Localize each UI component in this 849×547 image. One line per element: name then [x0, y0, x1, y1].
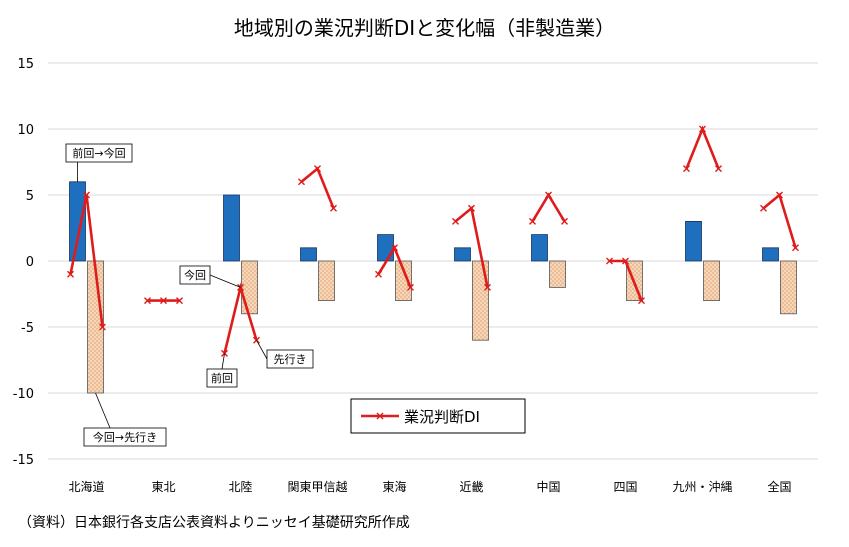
y-axis-ticks: 15 10 5 0 -5 -10 -15 — [13, 57, 34, 468]
line-point-marker — [452, 217, 459, 225]
category-label: 全国 — [767, 479, 791, 494]
line-point-marker — [160, 297, 167, 305]
category-label: 東海 — [382, 479, 406, 494]
bar-prev-to-current — [377, 234, 394, 262]
di-line-segment — [531, 192, 566, 223]
line-point-marker — [468, 204, 475, 212]
legend: 業況判断DI — [350, 398, 526, 434]
bar-current-to-outlook — [703, 260, 720, 301]
bar-prev-to-current — [762, 247, 779, 262]
line-point-marker — [760, 204, 767, 212]
line-point-marker — [776, 191, 783, 199]
line-point-marker — [561, 217, 568, 225]
y-tick-label: -15 — [13, 453, 34, 468]
annotation-label: 今回→先行き — [93, 430, 157, 444]
line-point-marker — [67, 270, 74, 278]
line-point-marker — [638, 297, 645, 305]
annotation-box — [83, 427, 167, 447]
legend-label: 業況判断DI — [404, 408, 480, 426]
line-point-marker — [545, 191, 552, 199]
line-point-marker — [176, 297, 183, 305]
line-point-marker — [683, 165, 690, 173]
category-label: 四国 — [613, 480, 637, 494]
annotation-box — [65, 143, 133, 163]
category-label: 中国 — [536, 479, 560, 494]
line-point-marker — [83, 191, 90, 199]
bar-prev-to-current — [685, 220, 702, 262]
category-label: 東北 — [151, 480, 175, 494]
y-tick-label: -10 — [13, 387, 34, 402]
category-label: 関東甲信越 — [287, 480, 347, 494]
line-point-marker — [529, 217, 536, 225]
annotation-label: 前回→今回 — [72, 146, 125, 160]
grid-lines — [48, 62, 818, 460]
line-point-marker — [375, 270, 382, 278]
annotation-label: 先行き — [274, 353, 307, 366]
category-label: 北陸 — [228, 480, 252, 494]
bar-prev-to-current — [223, 194, 240, 262]
bar-current-to-outlook — [780, 260, 797, 315]
annotation-label: 今回 — [184, 268, 206, 282]
di-line-segment — [685, 125, 720, 170]
bar-prev-to-current — [69, 181, 86, 262]
annotation-box — [266, 349, 314, 369]
bar-current-to-outlook — [87, 260, 104, 394]
category-labels: 北海道 東北 北陸 関東甲信越 東海 近畿 中国 四国 九州・沖縄 全国 — [68, 479, 791, 494]
source-note: （資料）日本銀行各支店公表資料よりニッセイ基礎研究所作成 — [18, 515, 410, 531]
annotation-box — [206, 368, 238, 388]
bar-current-to-outlook — [241, 260, 258, 315]
category-label: 北海道 — [68, 479, 104, 494]
di-line-segment — [762, 192, 797, 249]
line-point-marker — [314, 165, 321, 173]
bar-prev-to-current — [300, 247, 317, 262]
bar-current-to-outlook — [395, 260, 412, 301]
line-point-marker — [144, 297, 151, 305]
line-point-marker — [99, 323, 106, 331]
line-point-marker — [484, 283, 491, 291]
y-tick-label: 15 — [17, 57, 34, 72]
bar-prev-to-current — [531, 234, 548, 262]
y-tick-label: -5 — [21, 321, 34, 336]
line-point-marker — [376, 412, 384, 420]
line-point-marker — [606, 257, 613, 265]
bar-current-to-outlook — [472, 260, 489, 341]
y-tick-label: 10 — [17, 123, 34, 138]
annotation-leader — [256, 340, 268, 360]
y-tick-label: 5 — [26, 189, 34, 204]
line-point-marker — [699, 125, 706, 133]
category-label: 近畿 — [459, 480, 483, 494]
bar-current-to-outlook — [318, 260, 335, 301]
annotation-leader — [95, 392, 111, 429]
line-point-marker — [298, 178, 305, 186]
annotation-box — [179, 265, 211, 285]
annotation-leader — [221, 353, 225, 370]
bar-marks — [69, 181, 797, 394]
bar-current-to-outlook — [549, 260, 566, 288]
line-point-marker — [622, 257, 629, 265]
line-point-marker — [407, 283, 414, 291]
line-point-marker — [715, 165, 722, 173]
bar-prev-to-current — [454, 247, 471, 262]
line-point-marker — [391, 244, 398, 252]
y-tick-label: 0 — [26, 255, 34, 270]
annotation-label: 前回 — [211, 371, 233, 385]
chart-title: 地域別の業況判断DIと変化幅（非製造業） — [233, 16, 616, 40]
annotation-leader — [209, 274, 241, 288]
line-point-marker — [792, 244, 799, 252]
category-label: 九州・沖縄 — [672, 479, 732, 494]
line-point-marker — [330, 204, 337, 212]
di-line-segment — [300, 166, 335, 209]
